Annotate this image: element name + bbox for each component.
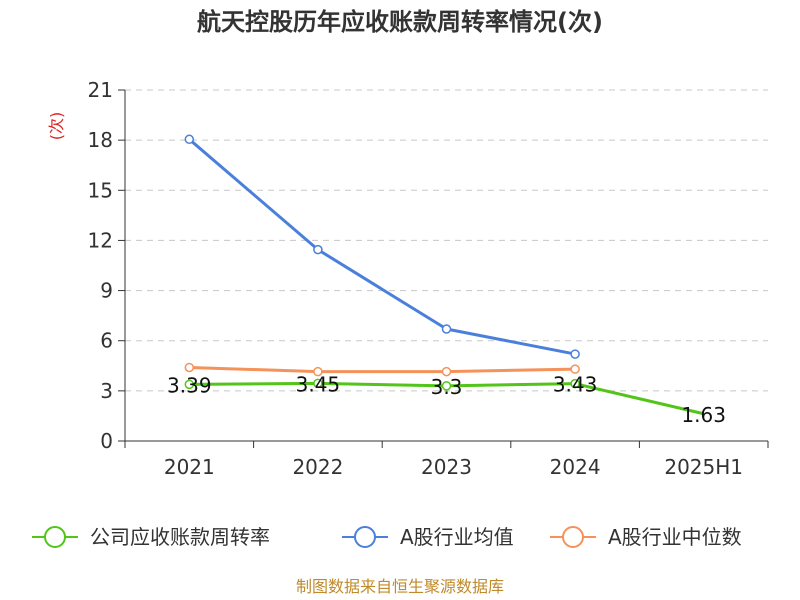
y-tick-label: 9 (100, 279, 113, 303)
legend-marker-icon (562, 526, 584, 548)
y-tick-label: 21 (88, 78, 113, 102)
x-tick-label: 2025H1 (664, 455, 743, 479)
y-tick-label: 12 (88, 228, 113, 252)
y-axis-ticks: 0 3 6 9 12 15 18 21 (88, 78, 125, 453)
legend: 公司应收账款周转率 A股行业均值 A股行业中位数 (32, 525, 742, 549)
data-labels: 3.39 3.45 3.3 3.43 1.63 (167, 372, 726, 426)
x-tick-label: 2024 (550, 455, 601, 479)
legend-label: 公司应收账款周转率 (90, 525, 270, 549)
axes (124, 90, 768, 442)
legend-marker-icon (354, 526, 376, 548)
legend-item[interactable]: 公司应收账款周转率 (32, 525, 270, 549)
legend-label: A股行业中位数 (608, 525, 742, 549)
data-point (313, 244, 323, 255)
legend-label: A股行业均值 (400, 525, 514, 549)
y-tick-label: 0 (100, 429, 113, 453)
data-point (184, 379, 195, 390)
data-label: 3.43 (553, 373, 598, 397)
data-point (570, 364, 580, 374)
data-point (441, 324, 452, 334)
grid-lines (125, 89, 768, 392)
series-group (184, 134, 705, 416)
series-3 (184, 362, 580, 377)
data-label: 3.45 (296, 372, 341, 396)
x-tick-label: 2022 (292, 455, 343, 479)
chart-title: 航天控股历年应收账款周转率情况(次) (197, 8, 603, 36)
y-tick-label: 3 (100, 379, 113, 403)
data-label: 3.3 (431, 375, 463, 399)
series-line (188, 138, 576, 356)
data-point (570, 349, 580, 359)
x-tick-label: 2021 (164, 455, 215, 479)
data-point (441, 381, 452, 391)
data-point (441, 366, 452, 377)
legend-item[interactable]: A股行业均值 (342, 525, 514, 549)
y-tick-label: 15 (88, 178, 113, 202)
source-note: 制图数据来自恒生聚源数据库 (296, 577, 504, 596)
legend-item[interactable]: A股行业中位数 (550, 525, 742, 549)
x-axis-ticks: 2021 2022 2023 2024 2025H1 (124, 441, 769, 479)
y-tick-label: 18 (88, 128, 113, 152)
series-1 (184, 378, 705, 416)
legend-marker-icon (44, 526, 66, 548)
y-tick-label: 6 (100, 329, 113, 353)
series-2 (184, 134, 580, 359)
x-tick-label: 2023 (421, 455, 472, 479)
data-point (313, 378, 323, 389)
data-point (184, 134, 195, 145)
data-label: 1.63 (681, 403, 726, 427)
y-axis-unit-label: (次) (47, 112, 66, 141)
data-point (570, 378, 580, 389)
series-line (189, 365, 576, 374)
data-point (184, 362, 195, 373)
data-label: 3.39 (167, 373, 212, 397)
data-point (313, 366, 323, 377)
